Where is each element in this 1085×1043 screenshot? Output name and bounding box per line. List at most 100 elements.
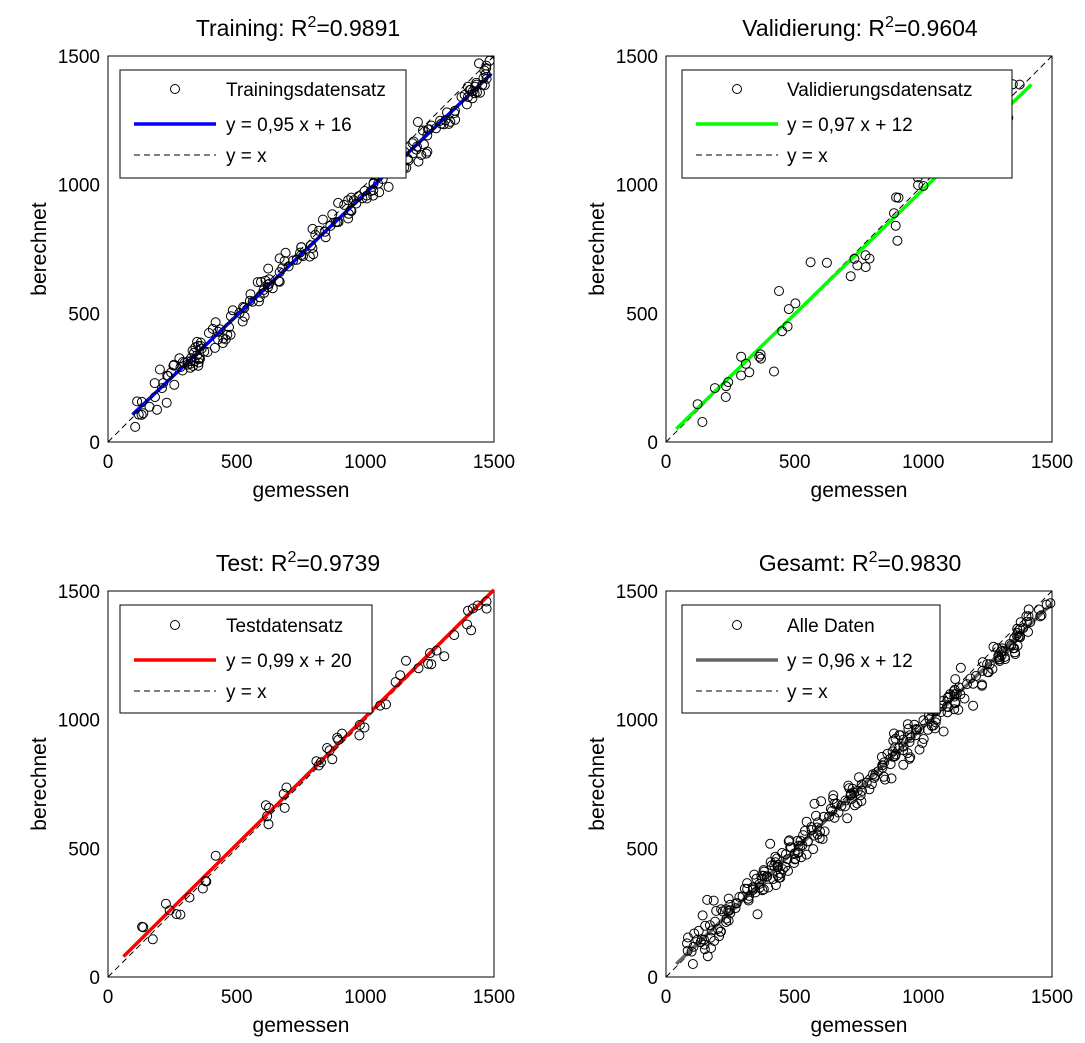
- scatter-point: [731, 898, 742, 909]
- legend: Testdatensatz y = 0,99 x + 20 y = x: [119, 604, 373, 714]
- scatter-point: [955, 662, 966, 673]
- y-tick-label: 1500: [616, 47, 658, 68]
- scatter-point: [762, 871, 773, 882]
- scatter-point: [395, 670, 406, 681]
- scatter-point: [431, 645, 442, 656]
- scatter-point: [801, 849, 812, 860]
- scatter-point: [481, 596, 492, 607]
- scatter-point: [325, 220, 336, 231]
- scatter-point: [274, 253, 285, 264]
- scatter-point: [784, 835, 795, 846]
- scatter-point: [911, 724, 922, 734]
- scatter-point: [696, 934, 707, 945]
- y-tick-label: 1500: [58, 47, 100, 68]
- scatter-point: [390, 677, 401, 688]
- scatter-point: [682, 938, 692, 949]
- scatter-point: [904, 753, 915, 764]
- scatter-point: [721, 917, 732, 927]
- scatter-point: [706, 925, 717, 936]
- scatter-point: [361, 190, 372, 201]
- scatter-point: [943, 691, 954, 702]
- y-tick-label: 1500: [58, 582, 100, 603]
- scatter-point: [795, 841, 806, 852]
- scatter-point: [227, 305, 238, 316]
- scatter-point: [238, 302, 249, 312]
- scatter-point: [307, 223, 318, 234]
- scatter-point: [279, 802, 290, 813]
- y-axis-label: berechnet: [28, 202, 51, 296]
- legend: Validierungsdatensatz y = 0,97 x + 12 y …: [681, 69, 1013, 179]
- scatter-point: [247, 296, 258, 307]
- scatter-point: [808, 830, 819, 841]
- scatter-point: [423, 124, 433, 135]
- scatter-point: [945, 689, 956, 700]
- scatter-point: [202, 347, 213, 357]
- scatter-point: [411, 144, 422, 155]
- scatter-point: [281, 782, 292, 793]
- scatter-point: [193, 357, 204, 368]
- scatter-point: [254, 292, 265, 303]
- scatter-point: [177, 365, 188, 376]
- scatter-point: [138, 408, 149, 419]
- scatter-point: [1045, 598, 1056, 609]
- scatter-point: [740, 358, 751, 369]
- scatter-point: [354, 720, 365, 730]
- scatter-point: [736, 370, 747, 381]
- y-tick-label: 500: [626, 304, 658, 325]
- scatter-point: [913, 180, 924, 190]
- panel-gesamt: Gesamt: R2=0.9830 0 500 1000 1500 0 500 …: [586, 549, 1073, 1037]
- panel-title: Gesamt: R2=0.9830: [759, 549, 962, 576]
- x-tick-label: 1000: [344, 987, 386, 1008]
- x-axis-label: gemessen: [811, 1014, 908, 1037]
- scatter-point: [857, 785, 867, 796]
- scatter-point: [821, 257, 832, 268]
- scatter-point: [890, 749, 901, 760]
- axis-ticks: 0 500 1000 1500 0 500 1000 1500: [616, 47, 1073, 473]
- scatter-point: [472, 600, 483, 611]
- axis-ticks: 0 500 1000 1500 0 500 1000 1500: [616, 582, 1073, 1008]
- scatter-point: [237, 316, 248, 327]
- scatter-point: [911, 724, 922, 735]
- scatter-point: [423, 658, 434, 669]
- fit-line: [675, 602, 1054, 966]
- y-axis-label: berechnet: [28, 737, 51, 831]
- scatter-point: [200, 876, 211, 887]
- scatter-point: [809, 798, 820, 809]
- scatter-point: [950, 698, 961, 709]
- scatter-point: [755, 353, 766, 364]
- scatter-point: [805, 257, 816, 268]
- scatter-point: [852, 260, 863, 271]
- y-tick-label: 0: [647, 433, 658, 454]
- scatter-point: [813, 817, 823, 828]
- scatter-point: [854, 772, 864, 783]
- scatter-point: [755, 349, 766, 360]
- scatter-point: [864, 784, 875, 795]
- scatter-point: [333, 734, 344, 745]
- scatter-point: [426, 120, 437, 131]
- scatter-point: [442, 107, 452, 118]
- scatter-point: [1009, 633, 1020, 644]
- x-tick-label: 500: [221, 987, 253, 1008]
- x-tick-label: 500: [779, 452, 811, 473]
- scatter-point: [699, 944, 710, 955]
- scatter-point: [902, 719, 913, 730]
- scatter-point: [876, 751, 887, 762]
- x-tick-label: 1500: [473, 452, 515, 473]
- scatter-point: [291, 254, 302, 265]
- scatter-point: [763, 882, 774, 893]
- scatter-point: [827, 806, 837, 816]
- scatter-point: [711, 905, 722, 916]
- scatter-point: [1023, 611, 1034, 622]
- scatter-point: [381, 699, 391, 710]
- scatter-point: [687, 959, 698, 969]
- scatter-point: [224, 322, 234, 333]
- scatter-point: [133, 409, 144, 420]
- scatter-point: [930, 723, 940, 734]
- scatter-point: [885, 759, 896, 770]
- legend-label: y = x: [226, 682, 267, 703]
- scatter-point: [439, 651, 450, 662]
- scatter-point: [263, 263, 274, 274]
- scatter-point: [754, 351, 765, 362]
- scatter-point: [770, 880, 781, 890]
